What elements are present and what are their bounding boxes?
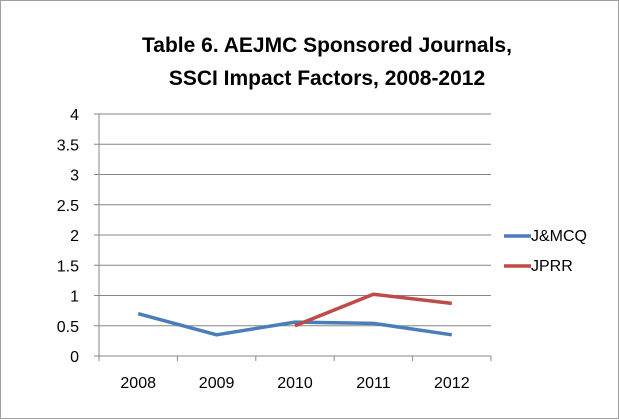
x-tick-label: 2011 bbox=[356, 375, 391, 392]
x-tick-label: 2008 bbox=[120, 375, 156, 392]
y-tick-label: 1 bbox=[70, 289, 79, 306]
y-tick-label: 2.5 bbox=[57, 198, 79, 215]
y-tick-label: 3 bbox=[70, 168, 79, 185]
y-axis-tick-labels: 0 0.5 1 1.5 2 2.5 3 3.5 4 bbox=[57, 107, 79, 366]
chart-title-line-1: Table 6. AEJMC Sponsored Journals, bbox=[142, 34, 512, 57]
legend-label: JPRR bbox=[531, 258, 573, 275]
chart-title: Table 6. AEJMC Sponsored Journals, SSCI … bbox=[142, 34, 512, 90]
x-tick-label: 2009 bbox=[199, 375, 235, 392]
axes bbox=[94, 113, 492, 361]
x-tick-label: 2010 bbox=[277, 375, 313, 392]
y-tick-label: 0.5 bbox=[57, 319, 79, 336]
y-tick-label: 0 bbox=[70, 349, 79, 366]
y-tick-label: 2 bbox=[70, 228, 79, 245]
x-tick-label: 2012 bbox=[434, 375, 470, 392]
x-axis-tick-labels: 2008 2009 2010 2011 2012 bbox=[120, 375, 469, 392]
legend-label: J&MCQ bbox=[531, 228, 587, 245]
series-line-1 bbox=[294, 292, 453, 328]
gridlines bbox=[99, 113, 491, 327]
series-line-0 bbox=[137, 311, 453, 337]
y-tick-label: 3.5 bbox=[57, 137, 79, 154]
series-lines bbox=[137, 292, 453, 337]
y-tick-label: 4 bbox=[70, 107, 79, 124]
y-tick-label: 1.5 bbox=[57, 258, 79, 275]
legend: J&MCQ JPRR bbox=[504, 228, 587, 275]
chart-title-line-2: SSCI Impact Factors, 2008-2012 bbox=[169, 67, 485, 90]
